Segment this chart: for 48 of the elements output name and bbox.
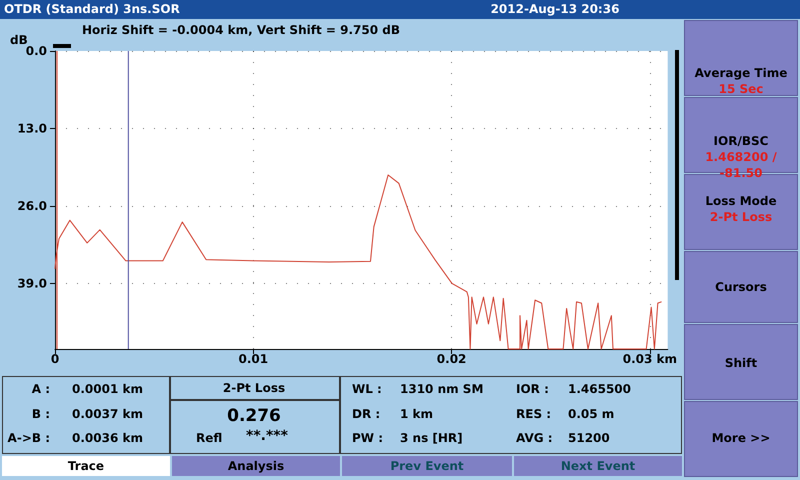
text: Average Time — [694, 66, 788, 80]
x-tick-label: 0.02 — [436, 352, 466, 366]
text: More >> — [710, 431, 772, 445]
y-tick-label: 13.0 — [17, 121, 47, 136]
text: 1.465500 — [568, 382, 632, 396]
text: **.*** — [246, 428, 289, 444]
text: Analysis — [172, 459, 340, 473]
text: Prev Event — [342, 459, 512, 473]
text: 0.0037 km — [72, 407, 144, 421]
text: 0.0001 km — [72, 382, 144, 396]
text: Cursors — [714, 280, 768, 294]
text: DR : — [352, 407, 382, 421]
text: RES : — [516, 407, 552, 421]
chart-title: OTDR (Standard) 3ns.SOR — [4, 2, 180, 16]
x-tick-label: 0.03 km — [622, 352, 678, 366]
text: 51200 — [568, 431, 611, 445]
text: 2-Pt Loss — [222, 381, 286, 395]
y-tick-label: 26.0 — [17, 198, 47, 213]
text: IOR : — [516, 382, 550, 396]
x-tick-label: 0 — [50, 352, 60, 366]
text: 2012-Aug-13 20:36 — [490, 2, 620, 16]
text: A->B : — [6, 431, 50, 445]
text: 15 Sec — [718, 82, 764, 96]
y-axis-title: dB — [10, 33, 28, 47]
text: B : — [30, 407, 50, 421]
text: IOR/BSC — [712, 134, 770, 148]
y-tick-label: 0.0 — [26, 44, 47, 58]
chart-subtitle: Horiz Shift = -0.0004 km, Vert Shift = 9.750 dB — [82, 23, 400, 37]
text: Shift — [724, 356, 758, 370]
text: A : — [30, 382, 50, 396]
text: 2-Pt Loss — [708, 210, 774, 224]
y-tick-label: 39.0 — [17, 276, 47, 290]
text: 3 ns [HR] — [400, 431, 464, 445]
text: 0.05 m — [568, 407, 616, 421]
text: 0.0036 km — [72, 431, 144, 445]
text: 0.276 — [226, 406, 282, 426]
text: Refl — [196, 431, 224, 445]
text: 1.468200 / — [704, 150, 778, 164]
text: WL : — [352, 382, 383, 396]
text: PW : — [352, 431, 384, 445]
text: 1310 nm SM — [400, 382, 484, 396]
text: Loss Mode — [704, 194, 778, 208]
x-tick-label: 0.01 — [238, 352, 268, 366]
text: AVG : — [516, 431, 554, 445]
text: -81.50 — [718, 166, 764, 180]
text: Next Event — [514, 459, 682, 473]
text: Trace — [2, 459, 170, 473]
text: 1 km — [400, 407, 434, 421]
